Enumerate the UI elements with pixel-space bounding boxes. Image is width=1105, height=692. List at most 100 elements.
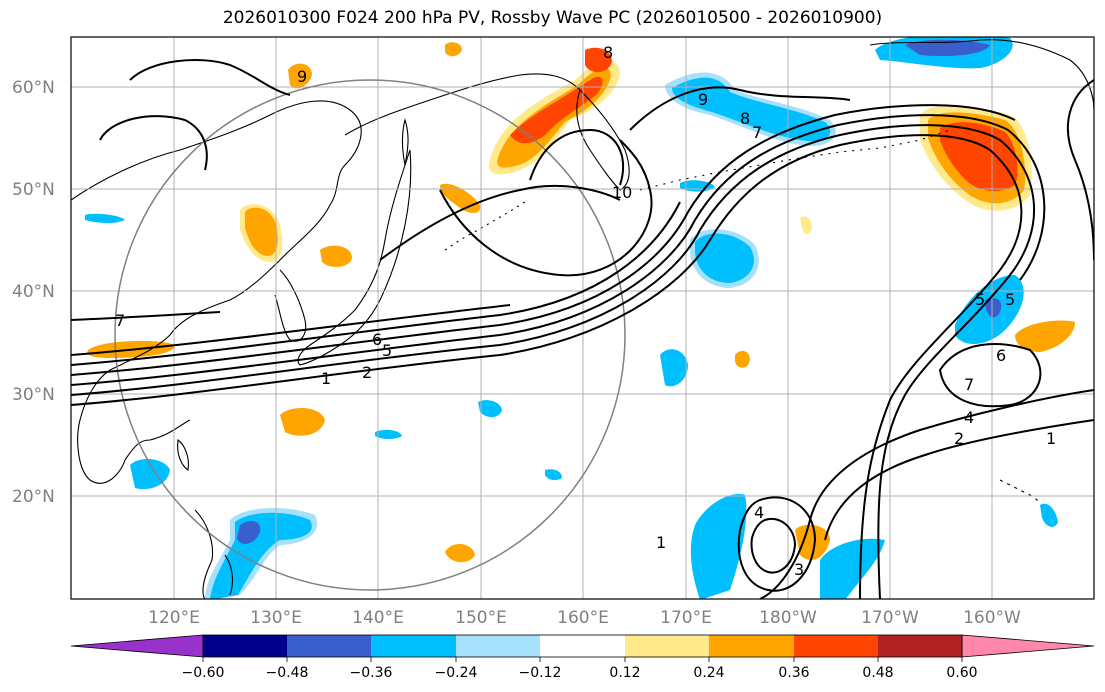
map-frame: [70, 36, 1095, 600]
colorbar-segment: [371, 635, 413, 657]
lon-label: 150°E: [455, 608, 507, 628]
pv-contours: [71, 59, 1094, 599]
colorbar-segment: [709, 635, 794, 657]
pv-negative-blob: [1040, 503, 1058, 527]
pv-negative-blob: [985, 298, 1002, 318]
contour-label: 9: [698, 90, 708, 109]
colorbar-tick-label: −0.48: [266, 665, 309, 681]
pv-positive-blob: [795, 524, 830, 560]
coastline-philippines: [194, 509, 234, 599]
pv-positive-blob: [288, 63, 312, 89]
lon-label: 160°W: [963, 608, 1021, 628]
reference-circle: [114, 79, 626, 591]
contour-label: 2: [954, 429, 964, 448]
lat-label: 20°N: [12, 487, 55, 507]
contour-label: 2: [362, 363, 372, 382]
lon-label: 140°E: [352, 608, 404, 628]
lat-label: 60°N: [12, 78, 55, 98]
contour-label: 5: [1005, 290, 1015, 309]
pv-contour: [379, 184, 621, 261]
pv-negative-blob: [545, 469, 562, 481]
pv-positive-blob: [245, 207, 278, 256]
longitude-labels: 120°E 130°E 140°E 150°E 160°E 170°E 180°…: [148, 608, 1021, 628]
lat-label: 40°N: [12, 282, 55, 302]
contour-label: 6: [996, 346, 1006, 365]
pv-contour: [439, 139, 653, 277]
pv-negative-blob: [375, 429, 402, 439]
colorbar-segment: [203, 635, 287, 657]
colorbar-ticks: [202, 657, 963, 662]
colorbar-segment: [70, 634, 204, 658]
pv-positive-blob: [320, 245, 352, 267]
contour-label: 5: [382, 341, 392, 360]
coastline-taiwan: [177, 439, 189, 471]
pv-contour: [99, 115, 208, 171]
contour-label: 10: [612, 183, 632, 202]
contour-label: 4: [754, 503, 764, 522]
contour-label: 7: [115, 311, 125, 330]
pv-positive-blob: [585, 47, 612, 73]
colorbar: −0.60 −0.48 −0.36 −0.24 −0.12 0.12 0.24 …: [70, 634, 1095, 681]
pv-contour: [824, 419, 1094, 541]
colorbar-tick-label: −0.60: [182, 665, 225, 681]
pv-contour: [71, 201, 681, 366]
coastline-japan: [297, 149, 412, 366]
pv-negative-blob: [85, 213, 125, 224]
contour-label: 7: [752, 123, 762, 142]
contour-label: 1: [321, 369, 331, 388]
contour-label: 5: [975, 290, 985, 309]
colorbar-segment: [540, 635, 625, 657]
lat-label: 50°N: [12, 180, 55, 200]
colorbar-segment: [625, 635, 709, 657]
colorbar-segment: [794, 635, 878, 657]
lon-label: 120°E: [148, 608, 200, 628]
pv-contour: [71, 134, 1023, 599]
colorbar-segment: [456, 635, 540, 657]
pv-positive-blob: [735, 350, 750, 368]
latitude-labels: 60°N 50°N 40°N 30°N 20°N: [12, 78, 55, 507]
pv-contour: [750, 517, 797, 574]
pv-shading: [85, 37, 1075, 599]
pv-contour: [129, 59, 291, 96]
pv-negative-blob: [690, 494, 747, 599]
contour-label: 8: [603, 43, 613, 62]
coastline-kurils: [444, 199, 529, 251]
colorbar-tick-label: −0.36: [350, 665, 393, 681]
pv-contour: [529, 128, 625, 186]
contour-label: 6: [372, 330, 382, 349]
contour-label: 9: [297, 67, 307, 86]
pv-contour: [71, 104, 1016, 376]
pv-contour: [629, 86, 851, 131]
pv-contour: [71, 304, 511, 356]
colorbar-tick-label: 0.36: [778, 665, 809, 681]
colorbar-segment: [413, 635, 456, 657]
lon-label: 130°E: [250, 608, 302, 628]
colorbar-segment: [878, 635, 962, 657]
pv-contour: [737, 496, 817, 592]
pv-positive-blob: [800, 216, 812, 234]
colorbar-tick-label: 0.60: [946, 665, 977, 681]
contour-label: 7: [964, 375, 974, 394]
contour-label: 8: [740, 109, 750, 128]
pv-negative-blob: [210, 512, 312, 599]
coastline-kamchatka: [576, 88, 630, 191]
coastline-asia: [71, 100, 362, 484]
contour-labels: 8 9 9 8 7 10 7 6 5 2 1 5 5 6 7 4 2 1 4 3…: [115, 43, 1056, 579]
pv-negative-blob: [478, 400, 502, 418]
coastline-sakhalin: [401, 118, 409, 166]
colorbar-segment: [287, 635, 371, 657]
coastlines: [71, 39, 1094, 599]
pv-contour: [71, 124, 1036, 599]
colorbar-tick-label: 0.24: [693, 665, 724, 681]
lon-label: 170°E: [660, 608, 712, 628]
lon-label: 160°E: [557, 608, 609, 628]
pv-negative-blob: [237, 520, 261, 544]
pv-negative-blob: [660, 349, 688, 387]
colorbar-tick-label: −0.24: [435, 665, 478, 681]
pv-contour: [1066, 79, 1094, 261]
coastline-alaska: [869, 39, 1094, 111]
pv-negative-blob: [672, 77, 831, 142]
pv-contour: [938, 343, 1042, 408]
colorbar-segment: [961, 634, 1095, 658]
